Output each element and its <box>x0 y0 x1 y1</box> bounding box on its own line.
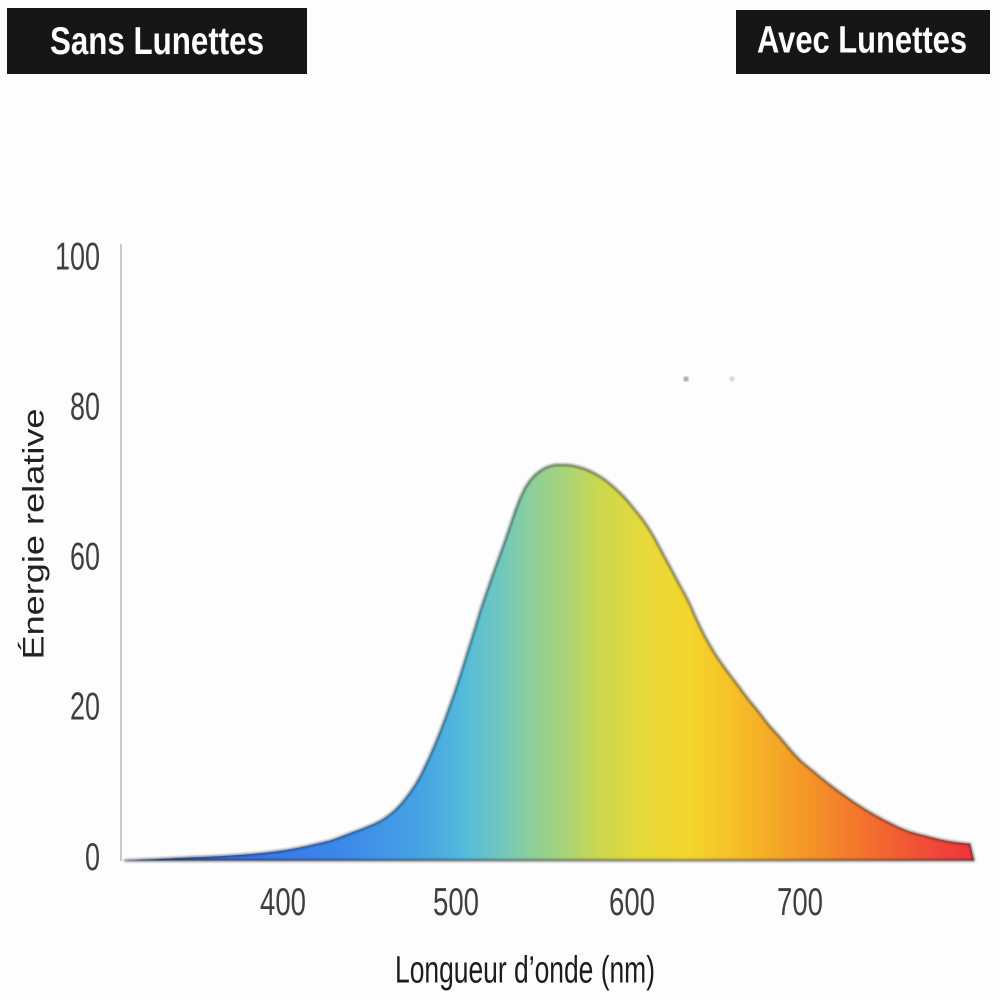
svg-text:400: 400 <box>260 881 306 924</box>
svg-text:Avec Lunettes: Avec Lunettes <box>757 20 967 62</box>
svg-text:20: 20 <box>70 686 100 729</box>
svg-text:80: 80 <box>70 386 100 429</box>
svg-text:100: 100 <box>55 236 100 279</box>
svg-text:600: 600 <box>609 881 655 924</box>
svg-text:Longueur d’onde (nm): Longueur d’onde (nm) <box>395 950 655 992</box>
svg-text:500: 500 <box>433 881 479 924</box>
svg-text:60: 60 <box>70 536 100 579</box>
svg-text:0: 0 <box>85 836 100 879</box>
svg-text:700: 700 <box>777 881 823 924</box>
svg-text:Énergie relative: Énergie relative <box>18 409 51 660</box>
svg-text:Sans Lunettes: Sans Lunettes <box>50 20 264 63</box>
